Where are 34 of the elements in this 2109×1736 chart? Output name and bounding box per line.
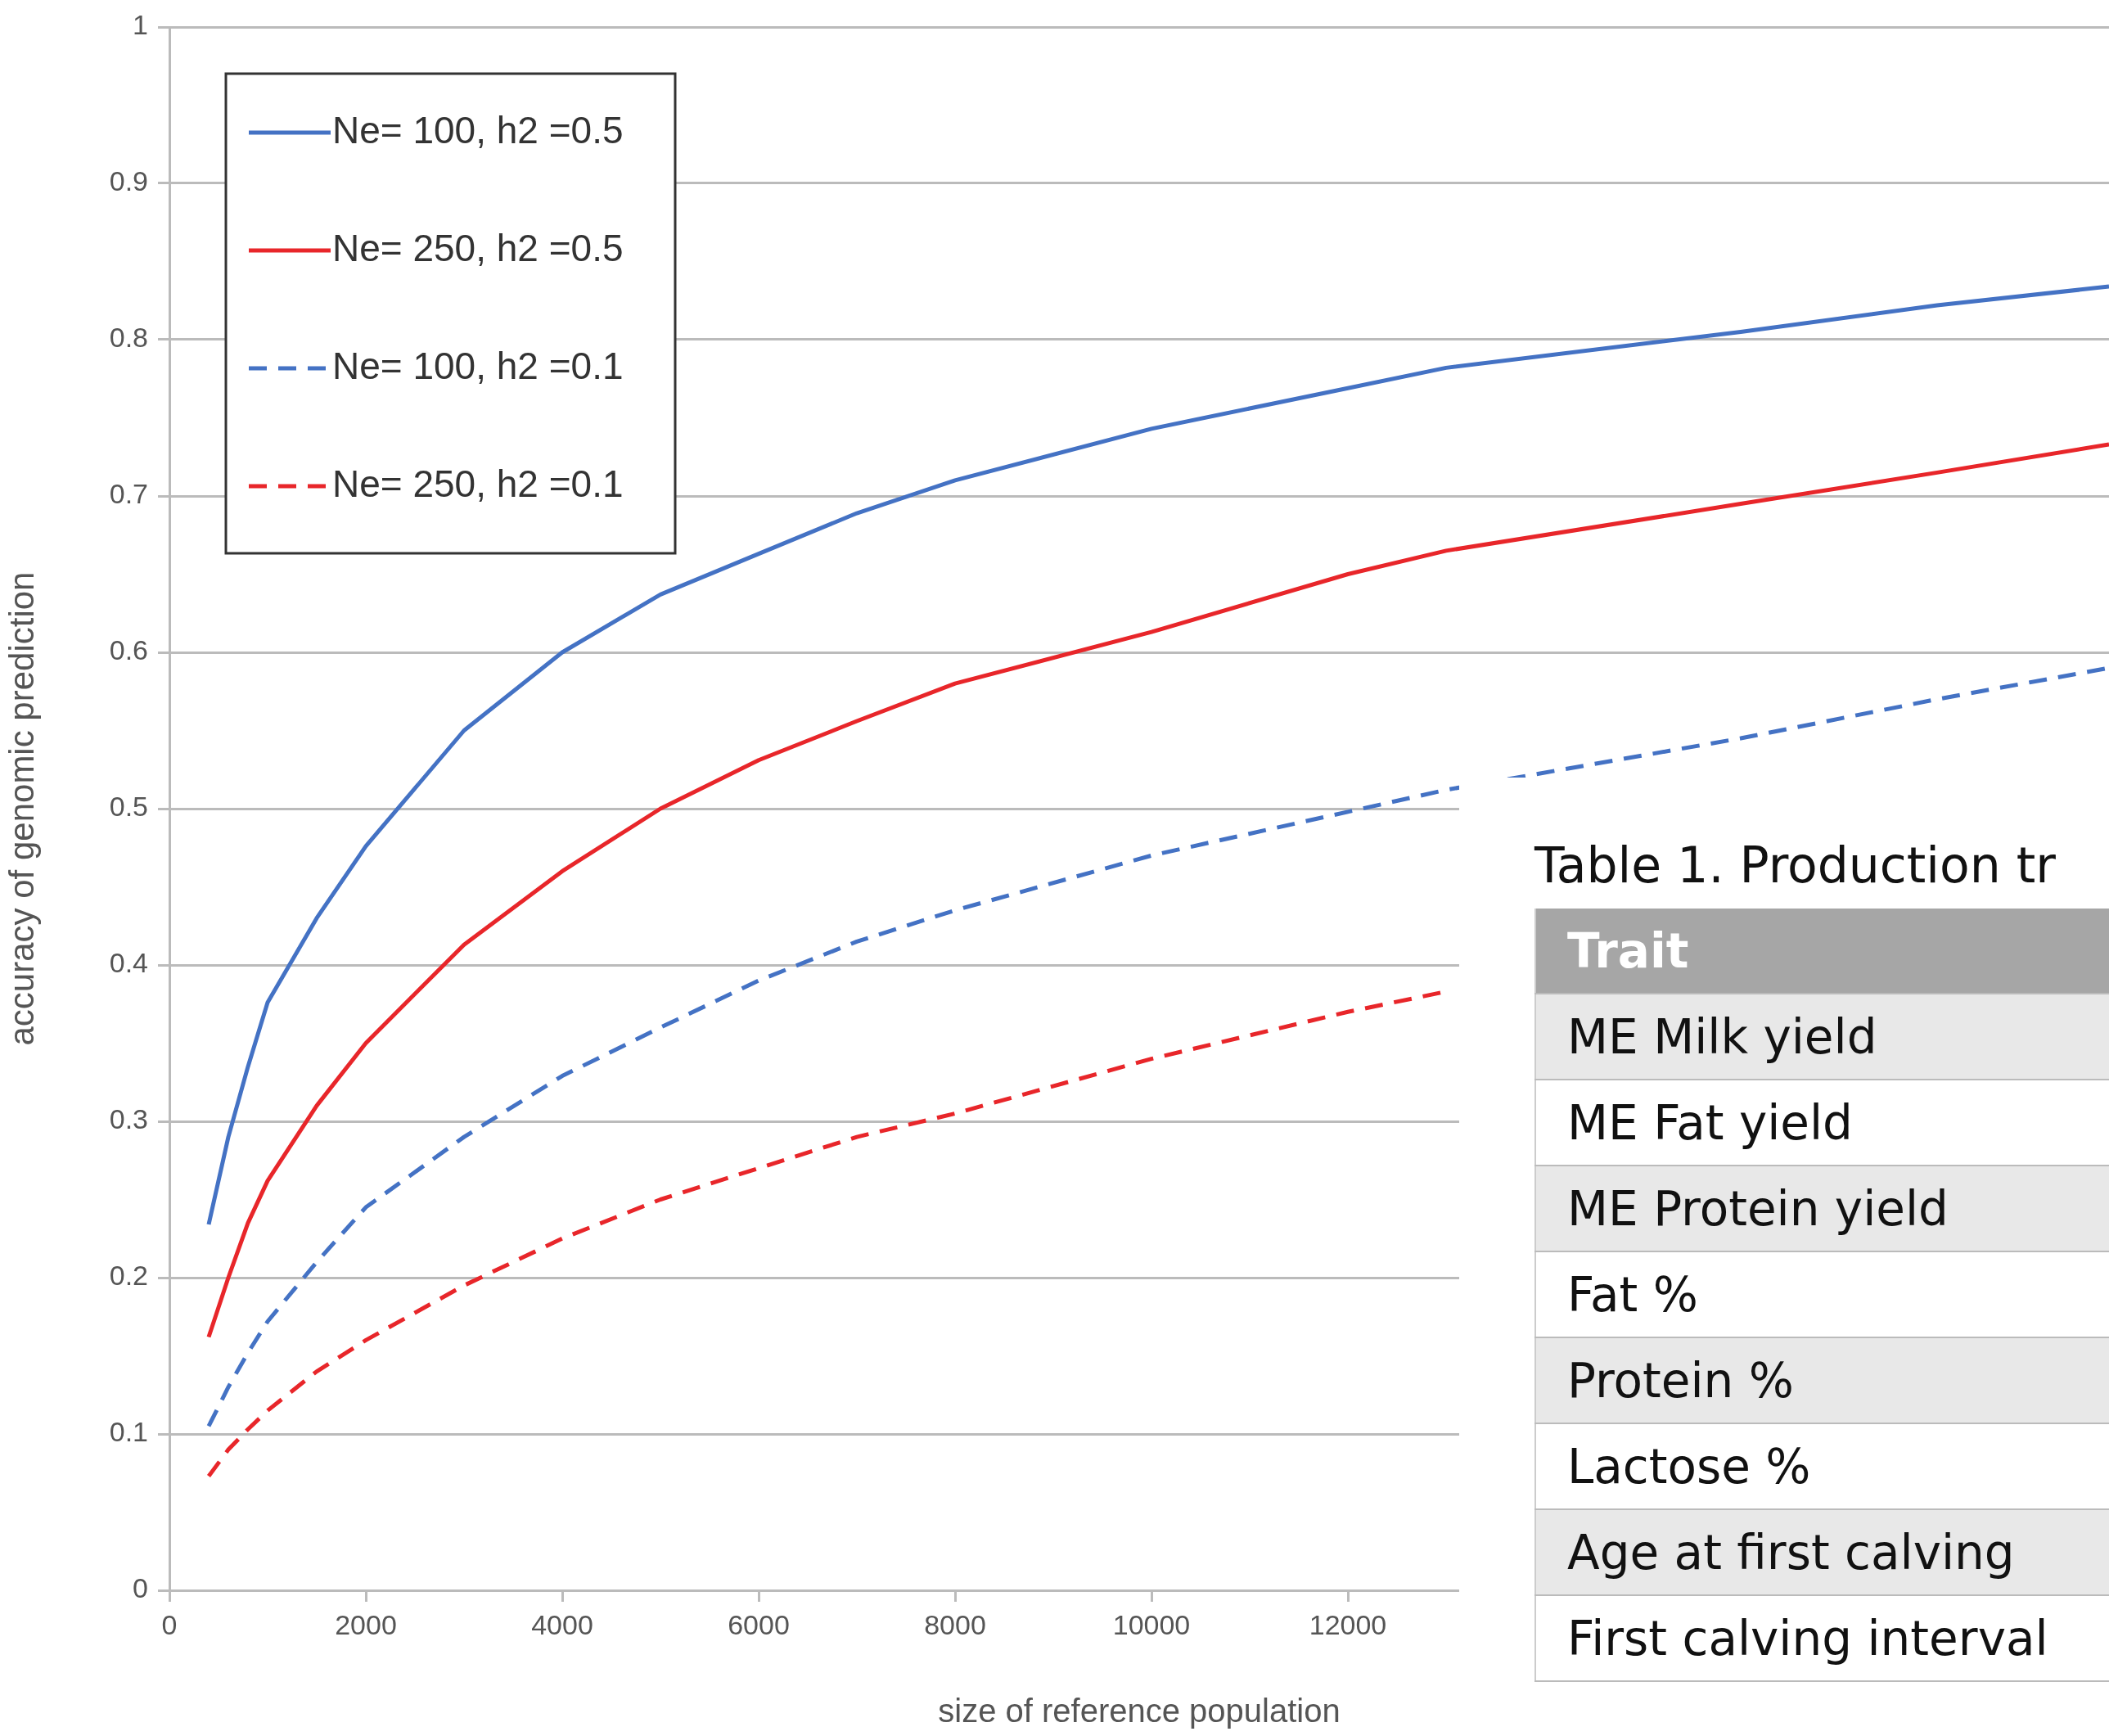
- y-tick-label: 0.7: [109, 478, 148, 510]
- legend-label: Ne= 250, h2 =0.5: [332, 226, 624, 269]
- x-tick-label: 10000: [1112, 1608, 1191, 1640]
- annotation: Table 1. Production tr: [1534, 836, 2057, 894]
- x-tick-label: 4000: [531, 1608, 593, 1640]
- y-tick-label: 0: [133, 1572, 148, 1604]
- y-tick-label: 0.9: [109, 165, 148, 197]
- y-tick-label: 0.8: [109, 322, 148, 354]
- y-tick-label: 0.4: [109, 947, 148, 979]
- x-tick-label: 12000: [1309, 1608, 1387, 1640]
- y-tick-label: 0.5: [109, 791, 148, 823]
- x-tick-label: 0: [161, 1608, 178, 1640]
- annotation: Fat %: [1535, 1251, 2109, 1337]
- x-tick-label: 8000: [924, 1608, 986, 1640]
- annotation: Protein %: [1535, 1337, 2109, 1423]
- legend-label: Ne= 100, h2 =0.1: [332, 344, 624, 387]
- y-tick-label: 0.2: [109, 1260, 148, 1292]
- x-tick-label: 6000: [728, 1608, 790, 1640]
- annotation: Age at first calving: [1535, 1509, 2109, 1595]
- annotation: Lactose %: [1535, 1423, 2109, 1509]
- y-tick-label: 0.6: [109, 634, 148, 666]
- text: First calving interval: [1567, 1610, 2048, 1666]
- legend-label: Ne= 250, h2 =0.1: [332, 462, 624, 505]
- y-axis-title: accuracy of genomic prediction: [2, 571, 41, 1046]
- y-tick-label: 0.1: [109, 1416, 148, 1448]
- annotation: ME Fat yield: [1535, 1080, 2109, 1166]
- x-axis-title: size of reference population: [938, 1693, 1341, 1729]
- annotation: Trait: [1535, 908, 2109, 994]
- annotation: ME Protein yield: [1535, 1166, 2109, 1251]
- y-tick-label: 0.3: [109, 1103, 148, 1135]
- x-tick-label: 2000: [335, 1608, 397, 1640]
- annotation: ME Milk yield: [1535, 994, 2109, 1080]
- legend-label: Ne= 100, h2 =0.5: [332, 108, 624, 151]
- y-tick-label: 1: [133, 9, 148, 41]
